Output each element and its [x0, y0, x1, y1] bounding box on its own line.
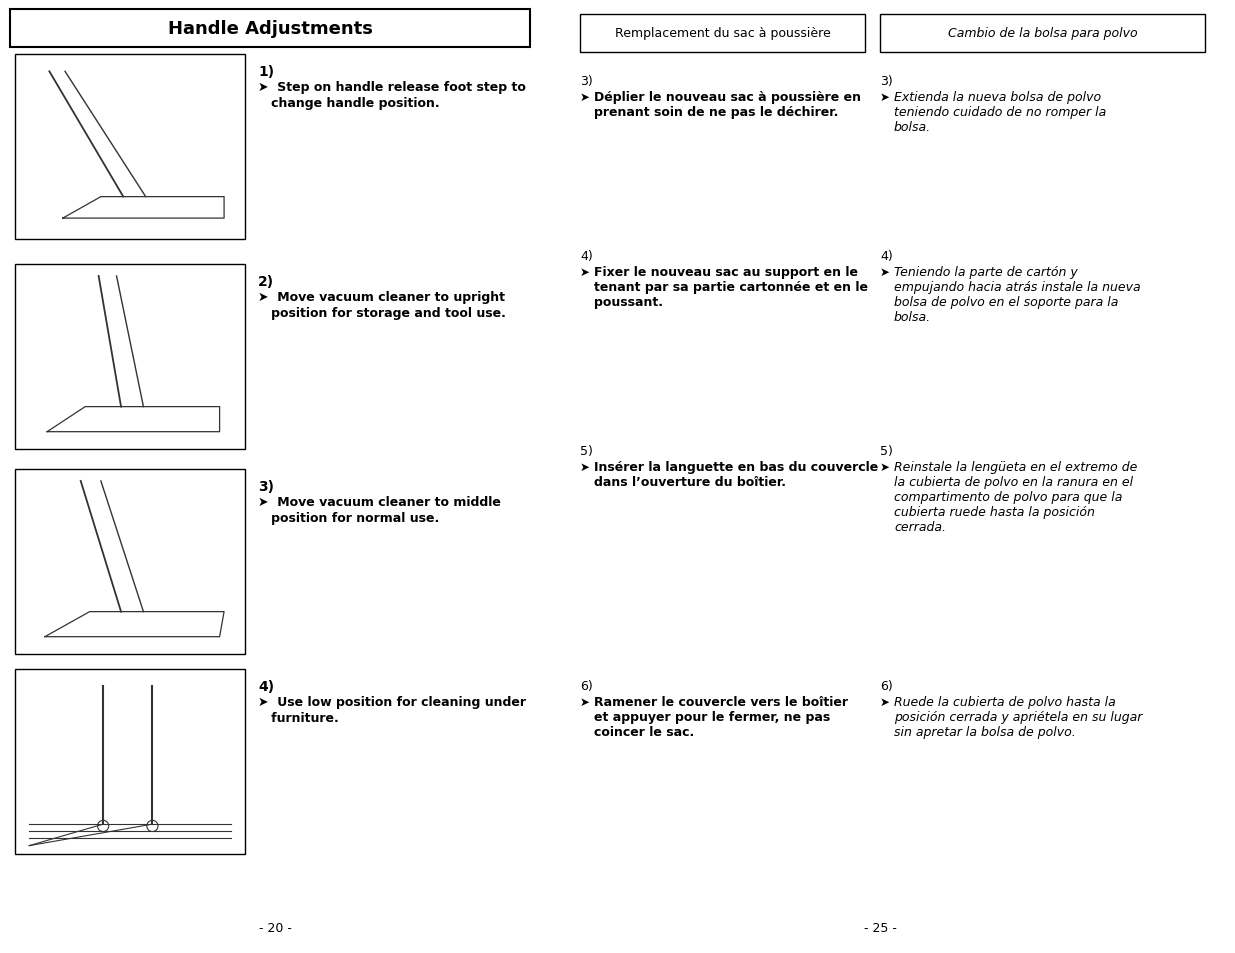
- Bar: [15, 265, 245, 450]
- Text: - 25 -: - 25 -: [863, 921, 897, 934]
- Text: et appuyer pour le fermer, ne pas: et appuyer pour le fermer, ne pas: [594, 710, 830, 723]
- Text: ➤: ➤: [580, 696, 590, 708]
- Text: posición cerrada y apriétela en su lugar: posición cerrada y apriétela en su lugar: [894, 710, 1142, 723]
- Text: ➤: ➤: [881, 266, 890, 278]
- Text: ➤: ➤: [881, 91, 890, 104]
- Text: empujando hacia atrás instale la nueva: empujando hacia atrás instale la nueva: [894, 281, 1141, 294]
- Polygon shape: [44, 612, 224, 637]
- Text: 3): 3): [580, 75, 593, 88]
- Text: Cambio de la bolsa para polvo: Cambio de la bolsa para polvo: [947, 28, 1137, 40]
- Text: 6): 6): [881, 679, 893, 692]
- Text: ➤: ➤: [580, 91, 590, 104]
- Text: bolsa de polvo en el soporte para la: bolsa de polvo en el soporte para la: [894, 295, 1119, 309]
- Polygon shape: [63, 197, 224, 219]
- Text: sin apretar la bolsa de polvo.: sin apretar la bolsa de polvo.: [894, 725, 1076, 739]
- Text: Ramener le couvercle vers le boîtier: Ramener le couvercle vers le boîtier: [594, 696, 848, 708]
- Text: teniendo cuidado de no romper la: teniendo cuidado de no romper la: [894, 106, 1107, 119]
- Text: Fixer le nouveau sac au support en le: Fixer le nouveau sac au support en le: [594, 266, 858, 278]
- Text: dans l’ouverture du boîtier.: dans l’ouverture du boîtier.: [594, 476, 785, 489]
- Text: ➤  Move vacuum cleaner to middle: ➤ Move vacuum cleaner to middle: [258, 496, 501, 509]
- Text: Déplier le nouveau sac à poussière en: Déplier le nouveau sac à poussière en: [594, 91, 861, 104]
- Polygon shape: [47, 407, 220, 433]
- Text: 4): 4): [881, 250, 893, 263]
- Circle shape: [98, 821, 109, 832]
- Text: position for normal use.: position for normal use.: [258, 512, 440, 524]
- Text: prenant soin de ne pas le déchirer.: prenant soin de ne pas le déchirer.: [594, 106, 839, 119]
- Text: position for storage and tool use.: position for storage and tool use.: [258, 307, 506, 319]
- Text: Ruede la cubierta de polvo hasta la: Ruede la cubierta de polvo hasta la: [894, 696, 1115, 708]
- Text: cubierta ruede hasta la posición: cubierta ruede hasta la posición: [894, 505, 1095, 518]
- Text: bolsa.: bolsa.: [894, 121, 931, 133]
- Bar: [15, 669, 245, 854]
- Text: Teniendo la parte de cartón y: Teniendo la parte de cartón y: [894, 266, 1078, 278]
- Circle shape: [147, 821, 158, 832]
- Text: Reinstale la lengüeta en el extremo de: Reinstale la lengüeta en el extremo de: [894, 460, 1137, 474]
- Text: bolsa.: bolsa.: [894, 311, 931, 324]
- Text: ➤: ➤: [580, 266, 590, 278]
- Text: 2): 2): [258, 274, 274, 289]
- Text: 4): 4): [580, 250, 593, 263]
- Text: poussant.: poussant.: [594, 295, 663, 309]
- Text: change handle position.: change handle position.: [258, 97, 440, 110]
- Text: 4): 4): [258, 679, 274, 693]
- Text: - 20 -: - 20 -: [258, 921, 291, 934]
- Text: furniture.: furniture.: [258, 711, 338, 724]
- Bar: [10, 10, 530, 48]
- Bar: [15, 470, 245, 655]
- Text: coincer le sac.: coincer le sac.: [594, 725, 694, 739]
- Text: 3): 3): [881, 75, 893, 88]
- Text: 1): 1): [258, 65, 274, 79]
- Text: ➤  Step on handle release foot step to: ➤ Step on handle release foot step to: [258, 81, 526, 94]
- Text: ➤: ➤: [881, 460, 890, 474]
- Text: compartimento de polvo para que la: compartimento de polvo para que la: [894, 491, 1123, 503]
- Text: tenant par sa partie cartonnée et en le: tenant par sa partie cartonnée et en le: [594, 281, 868, 294]
- Bar: [580, 15, 864, 53]
- Text: cerrada.: cerrada.: [894, 520, 946, 534]
- Text: Handle Adjustments: Handle Adjustments: [168, 20, 373, 38]
- Text: ➤  Move vacuum cleaner to upright: ➤ Move vacuum cleaner to upright: [258, 291, 505, 304]
- Text: ➤  Use low position for cleaning under: ➤ Use low position for cleaning under: [258, 696, 526, 708]
- Text: 5): 5): [580, 444, 593, 457]
- Text: 6): 6): [580, 679, 593, 692]
- Bar: [881, 15, 1205, 53]
- Text: 5): 5): [881, 444, 893, 457]
- Text: la cubierta de polvo en la ranura en el: la cubierta de polvo en la ranura en el: [894, 476, 1134, 489]
- Text: ➤: ➤: [881, 696, 890, 708]
- Text: 3): 3): [258, 479, 274, 494]
- Text: ➤: ➤: [580, 460, 590, 474]
- Text: Insérer la languette en bas du couvercle: Insérer la languette en bas du couvercle: [594, 460, 878, 474]
- Text: Extienda la nueva bolsa de polvo: Extienda la nueva bolsa de polvo: [894, 91, 1102, 104]
- Text: Remplacement du sac à poussière: Remplacement du sac à poussière: [615, 28, 830, 40]
- Bar: [15, 55, 245, 240]
